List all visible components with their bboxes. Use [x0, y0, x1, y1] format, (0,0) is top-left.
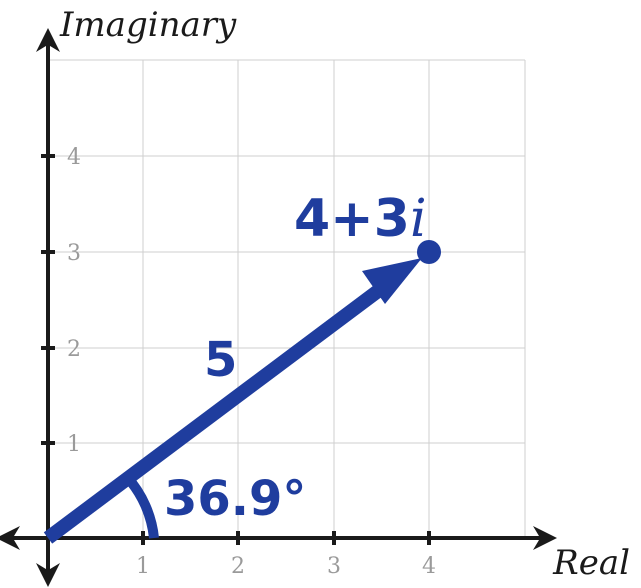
- angle-arc: [123, 473, 159, 539]
- y-tick-label-1: 1: [67, 432, 81, 457]
- vector-shaft: [43, 285, 383, 544]
- x-tick-label-2: 2: [231, 554, 245, 579]
- angle-label: 36.9°: [164, 471, 306, 527]
- x-tick-label-3: 3: [327, 554, 341, 579]
- point-marker: [417, 240, 441, 264]
- real-axis-title: Real: [552, 543, 630, 583]
- magnitude-label: 5: [204, 332, 237, 388]
- imaginary-axis-title: Imaginary: [59, 5, 237, 45]
- grid: [48, 59, 526, 538]
- point-label: 4+3i: [294, 189, 427, 249]
- vector-arrowhead: [362, 258, 422, 304]
- point-label-imaginary-unit: i: [410, 189, 427, 249]
- tick-marks: [41, 154, 431, 545]
- y-tick-label-2: 2: [67, 337, 81, 362]
- y-tick-label-4: 4: [67, 145, 81, 170]
- y-tick-label-3: 3: [67, 241, 81, 266]
- point-label-main: 4+3: [294, 189, 410, 249]
- x-tick-label-1: 1: [136, 554, 150, 579]
- x-tick-label-4: 4: [422, 554, 436, 579]
